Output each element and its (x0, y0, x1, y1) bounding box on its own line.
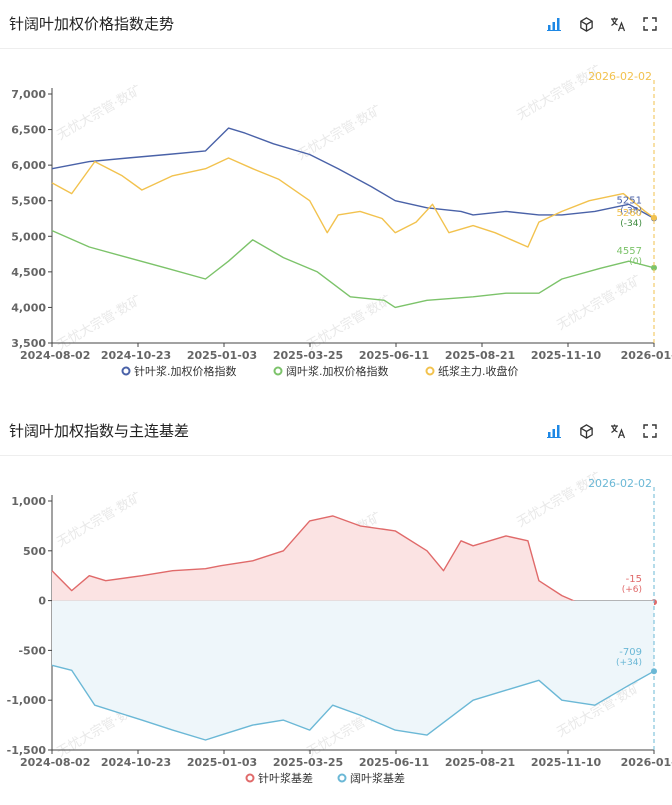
legend-label: 阔叶浆.加权价格指数 (286, 364, 389, 378)
x-tick-label: 2025-01-03 (187, 349, 257, 362)
series-area-1 (52, 600, 654, 740)
x-tick-label: 2025-03-25 (273, 349, 343, 362)
x-tick-label: 2025-08-21 (445, 756, 515, 769)
y-tick-label: 7,000 (11, 88, 46, 101)
x-tick-label: 2024-10-23 (101, 349, 171, 362)
series-line-0 (51, 127, 655, 220)
fullscreen-icon[interactable] (640, 14, 660, 34)
end-change-label: (-34) (620, 219, 642, 229)
crosshair-date-label: 2026-02-02 (588, 70, 652, 83)
series-end-point (651, 214, 657, 221)
x-tick-label: 2025-01-03 (187, 756, 257, 769)
series-line-2 (51, 157, 655, 248)
end-value-label: 4557 (617, 246, 642, 257)
x-tick-label: 2025-03-25 (273, 756, 343, 769)
y-tick-label: -1,500 (7, 744, 47, 757)
translate-icon[interactable] (608, 14, 628, 34)
y-tick-label: -1,000 (7, 694, 47, 707)
crosshair-date-label: 2026-02-02 (588, 477, 652, 490)
y-tick-label: 5,000 (11, 230, 46, 243)
y-tick-label: -500 (18, 644, 46, 657)
x-tick-label: 2024-08-02 (20, 349, 90, 362)
watermark-text: 无忧大宗管·数矿 (54, 489, 144, 550)
y-tick-label: 4,000 (11, 301, 46, 314)
x-tick-label: 2025-11-10 (531, 756, 602, 769)
x-tick-label: 2024-10-23 (101, 756, 171, 769)
y-tick-label: 3,500 (11, 337, 46, 350)
end-change-label: (0) (629, 257, 642, 267)
bar-chart-icon[interactable] (544, 14, 564, 34)
series-line-1 (51, 664, 655, 741)
watermark-text: 无忧大宗管·数矿 (54, 292, 144, 353)
y-tick-label: 4,500 (11, 266, 46, 279)
end-value-label: -15 (626, 574, 642, 585)
chart-toolbar (544, 14, 660, 34)
watermark-text: 无忧大宗管·数矿 (554, 272, 644, 333)
x-tick-label: 2026-01-2 (621, 756, 672, 769)
panel-header: 针阔叶加权价格指数走势 (0, 0, 672, 49)
end-change-label: (-38) (620, 206, 642, 216)
x-tick-label: 2025-11-10 (531, 349, 602, 362)
translate-icon[interactable] (608, 421, 628, 441)
legend-marker (121, 366, 131, 376)
end-value-label: 5251 (617, 195, 642, 206)
x-tick-label: 2026-01-2 (621, 349, 672, 362)
y-tick-label: 6,500 (11, 124, 46, 137)
end-value-label: -709 (619, 647, 642, 658)
chart-panel-price-index: 针阔叶加权价格指数走势 无忧大宗管·数矿 无忧大宗管·数矿 无忧大宗管·数矿 无忧大宗… (0, 0, 672, 395)
x-tick-label: 2025-06-11 (359, 756, 429, 769)
chart-title: 针阔叶加权价格指数走势 (9, 15, 175, 33)
y-tick-label: 6,000 (11, 159, 46, 172)
fullscreen-icon[interactable] (640, 421, 660, 441)
legend-label: 纸浆主力.收盘价 (438, 364, 519, 378)
legend-marker (273, 366, 283, 376)
bar-chart-icon[interactable] (544, 421, 564, 441)
end-value-label: 5260 (617, 208, 642, 219)
legend-label: 针叶浆基差 (258, 771, 313, 785)
panel-header: 针阔叶加权指数与主连基差 (0, 407, 672, 456)
x-tick-label: 2025-08-21 (445, 349, 515, 362)
legend-label: 针叶浆.加权价格指数 (134, 364, 237, 378)
chart-title: 针阔叶加权指数与主连基差 (9, 422, 190, 440)
series-area-0 (52, 515, 654, 607)
y-tick-label: 5,500 (11, 195, 46, 208)
series-end-point (651, 264, 657, 271)
y-tick-label: 0 (38, 595, 46, 608)
cube-icon[interactable] (576, 421, 596, 441)
cube-icon[interactable] (576, 14, 596, 34)
series-line-1 (51, 229, 655, 309)
chart-panel-basis: 针阔叶加权指数与主连基差 无忧大宗管·数矿 无忧大宗管·数矿 无忧大宗管·数矿 无忧大… (0, 407, 672, 805)
legend-marker (425, 366, 435, 376)
legend-marker (245, 773, 255, 783)
watermark-text: 无忧大宗管·数矿 (304, 292, 394, 353)
watermark-text: 无忧大宗管·数矿 (54, 82, 144, 143)
chart-toolbar (544, 421, 660, 441)
legend-label: 阔叶浆基差 (350, 771, 405, 785)
y-tick-label: 1,000 (11, 495, 46, 508)
end-change-label: (+6) (622, 585, 642, 595)
x-tick-label: 2024-08-02 (20, 756, 90, 769)
y-tick-label: 500 (23, 545, 46, 558)
x-tick-label: 2025-06-11 (359, 349, 429, 362)
legend-marker (337, 773, 347, 783)
series-line-0 (51, 515, 655, 608)
end-change-label: (+34) (616, 658, 642, 668)
